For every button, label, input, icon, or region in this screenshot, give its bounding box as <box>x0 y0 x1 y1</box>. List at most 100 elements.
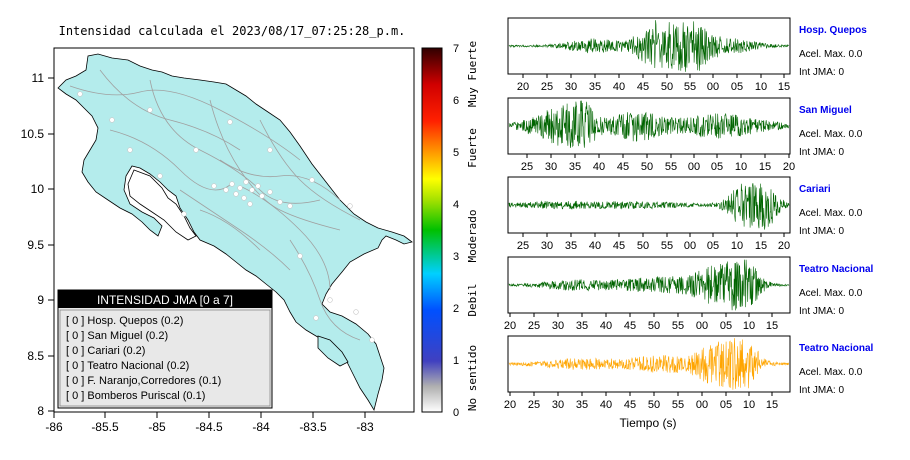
colorbar-tick: 6 <box>453 95 459 107</box>
waveform-tick-label: 30 <box>541 240 553 252</box>
waveform-tick-label: 55 <box>665 161 677 173</box>
colorbar-tick: 5 <box>453 147 459 159</box>
waveform-tick-label: 00 <box>696 320 708 332</box>
colorbar-label: No sentido <box>466 345 479 411</box>
station-accel-max: Acel. Max. 0.0 <box>799 49 863 60</box>
waveform-panel: 20 25 30 35 40 45 50 55 00 05 10 15 Teatro Nacional A… <box>504 335 873 411</box>
legend-item: [ 0 ] San Miguel (0.2) <box>66 330 168 342</box>
waveform-tick-label: 20 <box>504 320 516 332</box>
waveform-tick-label: 20 <box>778 240 790 252</box>
colorbar-tick: 7 <box>453 43 459 55</box>
waveform-tick-label: 50 <box>661 81 673 93</box>
waveform-tick-label: 00 <box>684 240 696 252</box>
station-jma-intensity: Int JMA: 0 <box>799 67 844 78</box>
station-jma-intensity: Int JMA: 0 <box>799 306 844 317</box>
waveform-tick-label: 10 <box>735 161 747 173</box>
waveform-x-label: Tiempo (s) <box>620 416 677 430</box>
map-x-axis: -86 -85.5 -85 -84.5 -84 -83.5 -83 <box>45 412 374 434</box>
intensity-colorbar: 7 6 5 4 3 2 1 0 Muy Fuerte Fuerte Modera… <box>421 41 479 419</box>
waveform-tick-label: 15 <box>755 240 767 252</box>
waveform-tick-label: 05 <box>720 320 732 332</box>
legend-item: [ 0 ] Bomberos Puriscal (0.1) <box>66 390 205 402</box>
waveform-tick-label: 40 <box>613 81 625 93</box>
colorbar-tick: 3 <box>453 251 459 263</box>
colorbar-tick: 1 <box>453 355 459 367</box>
legend-item: [ 0 ] F. Naranjo,Corredores (0.1) <box>66 375 221 387</box>
waveform-trace <box>508 183 790 230</box>
waveform-tick-label: 10 <box>743 399 755 411</box>
map-y-tick: 10 <box>31 182 45 196</box>
waveform-tick-label: 30 <box>552 399 564 411</box>
waveform-tick-label: 20 <box>504 399 516 411</box>
waveform-tick-label: 00 <box>688 161 700 173</box>
waveform-panel: 25 30 35 40 45 50 55 00 05 10 15 20 San Miguel Acel. … <box>507 97 863 173</box>
waveform-tick-label: 40 <box>600 320 612 332</box>
waveform-tick-label: 45 <box>624 320 636 332</box>
station-accel-max: Acel. Max. 0.0 <box>799 129 863 140</box>
waveform-panels: 20 25 30 35 40 45 50 55 00 05 10 15 Hosp. Quepos Acel… <box>504 17 873 411</box>
waveform-tick-label: 35 <box>565 240 577 252</box>
waveform-tick-label: 55 <box>672 399 684 411</box>
map-x-tick: -85 <box>148 420 166 434</box>
waveform-tick-label: 20 <box>517 81 529 93</box>
waveform-panel: 25 30 35 40 45 50 55 00 05 10 15 20 Cariari Acel. Max… <box>507 176 863 252</box>
station-accel-max: Acel. Max. 0.0 <box>799 208 863 219</box>
legend-item: [ 0 ] Cariari (0.2) <box>66 345 145 357</box>
station-name: Teatro Nacional <box>799 264 873 275</box>
map-x-tick: -84 <box>252 420 270 434</box>
waveform-panel: 20 25 30 35 40 45 50 55 00 05 10 15 Hosp. Quepos Acel… <box>507 17 867 93</box>
colorbar-label: Moderado <box>466 210 479 263</box>
waveform-tick-label: 45 <box>617 161 629 173</box>
waveform-tick-label: 05 <box>707 240 719 252</box>
colorbar-label: Debil <box>466 283 479 316</box>
waveform-tick-label: 10 <box>743 320 755 332</box>
station-jma-intensity: Int JMA: 0 <box>799 226 844 237</box>
map-y-tick: 10.5 <box>21 127 45 141</box>
legend-title: INTENSIDAD JMA [0 a 7] <box>97 293 233 307</box>
waveform-trace <box>508 100 790 148</box>
waveform-tick-label: 45 <box>624 399 636 411</box>
waveform-tick-label: 25 <box>528 399 540 411</box>
waveform-tick-label: 05 <box>731 81 743 93</box>
waveform-tick-label: 15 <box>759 161 771 173</box>
station-name: Cariari <box>799 184 831 195</box>
waveform-tick-label: 50 <box>648 399 660 411</box>
waveform-tick-label: 05 <box>720 399 732 411</box>
waveform-tick-label: 55 <box>672 320 684 332</box>
waveform-tick-label: 45 <box>637 81 649 93</box>
map-y-tick: 8 <box>37 404 44 418</box>
waveform-trace <box>508 338 789 390</box>
map-x-tick: -84.5 <box>195 420 223 434</box>
waveform-tick-label: 15 <box>778 81 790 93</box>
colorbar-label: Muy Fuerte <box>466 41 479 107</box>
waveform-tick-label: 25 <box>521 161 533 173</box>
legend-item: [ 0 ] Hosp. Quepos (0.2) <box>66 315 183 327</box>
map-x-tick: -85.5 <box>91 420 119 434</box>
waveform-tick-label: 55 <box>661 240 673 252</box>
waveform-tick-label: 05 <box>711 161 723 173</box>
waveform-tick-label: 00 <box>707 81 719 93</box>
colorbar-tick: 4 <box>453 199 459 211</box>
station-accel-max: Acel. Max. 0.0 <box>799 367 863 378</box>
waveform-tick-label: 35 <box>576 399 588 411</box>
waveform-tick-label: 35 <box>569 161 581 173</box>
waveform-tick-label: 55 <box>684 81 696 93</box>
waveform-tick-label: 35 <box>589 81 601 93</box>
map-y-tick: 9 <box>37 293 44 307</box>
map-y-tick: 9.5 <box>27 238 44 252</box>
waveform-tick-label: 50 <box>641 161 653 173</box>
map-y-tick: 11 <box>32 71 45 85</box>
waveform-tick-label: 15 <box>766 320 778 332</box>
colorbar-tick: 2 <box>453 303 459 315</box>
station-jma-intensity: Int JMA: 0 <box>799 147 844 158</box>
map-x-tick: -86 <box>45 420 63 434</box>
station-jma-intensity: Int JMA: 0 <box>799 385 844 396</box>
waveform-tick-label: 25 <box>528 320 540 332</box>
waveform-tick-label: 45 <box>613 240 625 252</box>
map-y-axis: 11 10.5 10 9.5 9 8.5 8 <box>21 71 54 418</box>
station-name: San Miguel <box>799 105 852 116</box>
waveform-tick-label: 25 <box>517 240 529 252</box>
colorbar-tick: 0 <box>453 407 459 419</box>
intensity-legend: INTENSIDAD JMA [0 a 7] [ 0 ] Hosp. Quepo… <box>57 289 273 409</box>
waveform-tick-label: 30 <box>545 161 557 173</box>
